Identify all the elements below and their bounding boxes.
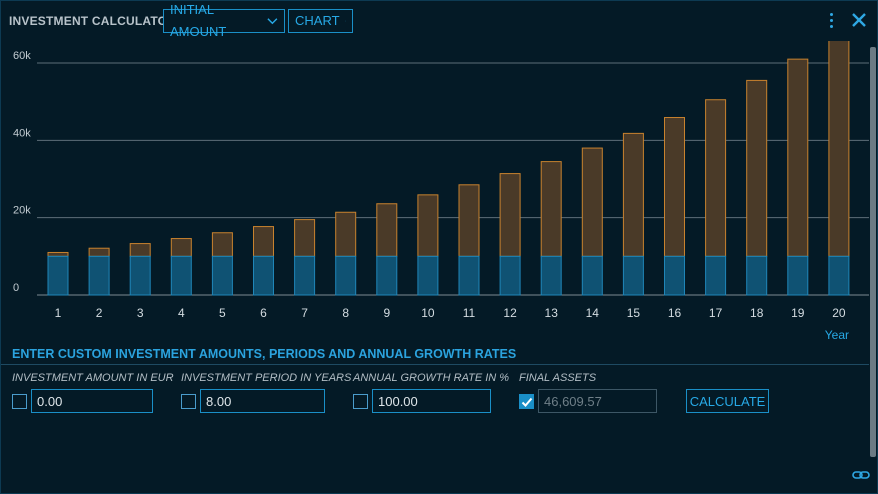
growth-bar: [581, 147, 603, 257]
growth-bar: [705, 99, 727, 257]
x-tick-label: 3: [137, 306, 144, 320]
growth-bar: [664, 117, 685, 257]
kebab-menu-icon[interactable]: [825, 11, 837, 31]
investment-period-checkbox[interactable]: [181, 394, 196, 409]
principal-bar: [211, 255, 233, 296]
y-tick-label: 60k: [13, 50, 31, 62]
view-dropdown-label: CHART: [295, 13, 340, 28]
view-dropdown[interactable]: CHART: [288, 9, 353, 33]
x-tick-label: 8: [342, 306, 349, 320]
growth-bar: [47, 251, 69, 257]
growth-bar: [622, 132, 644, 257]
final-assets-checkbox[interactable]: [519, 394, 534, 409]
x-tick-label: 18: [750, 306, 764, 320]
principal-bar: [47, 255, 69, 296]
x-tick-label: 11: [463, 306, 476, 320]
x-tick-label: 15: [627, 306, 641, 320]
link-icon[interactable]: [852, 469, 870, 481]
y-tick-label: 40k: [13, 127, 31, 139]
investment-amount-checkbox[interactable]: [12, 394, 27, 409]
x-tick-label: 6: [260, 306, 267, 320]
x-tick-label: 17: [709, 306, 723, 320]
window-title: INVESTMENT CALCULATOR: [9, 14, 177, 28]
investment-chart: 0 20k 40k 60k 1 2 3 4 5 6 7 8 9 10 11 12 13 14 15 16 17 18 19 2…: [1, 41, 869, 346]
checkmark-icon: [521, 397, 533, 407]
x-tick-label: 4: [178, 306, 185, 320]
final-assets-input[interactable]: [538, 389, 657, 413]
principal-bar: [499, 255, 521, 296]
x-tick-label: 12: [503, 306, 517, 320]
growth-bar: [828, 41, 850, 257]
growth-bar: [170, 238, 192, 257]
x-tick-label: 14: [586, 306, 600, 320]
growth-bar: [376, 203, 398, 257]
principal-bar: [88, 255, 110, 296]
growth-bar: [417, 194, 439, 257]
growth-rate-checkbox[interactable]: [353, 394, 368, 409]
principal-bar: [458, 255, 480, 296]
growth-bar: [253, 226, 274, 257]
principal-bar: [787, 255, 809, 296]
growth-bar: [88, 247, 110, 257]
growth-bar: [335, 211, 357, 257]
growth-rate-input[interactable]: [372, 389, 491, 413]
x-tick-label: 9: [383, 306, 390, 320]
final-assets-label: FINAL ASSETS: [519, 372, 597, 384]
y-tick-label: 0: [13, 282, 19, 294]
principal-bar: [294, 255, 316, 296]
x-tick-label: 7: [301, 306, 308, 320]
growth-bar: [540, 161, 562, 257]
x-tick-label: 2: [96, 306, 103, 320]
principal-bar: [170, 255, 192, 296]
mode-dropdown[interactable]: INITIAL AMOUNT: [163, 2, 285, 39]
investment-period-input[interactable]: [200, 389, 325, 413]
chevron-down-icon: [267, 18, 278, 25]
principal-bar: [417, 255, 439, 296]
principal-bar: [581, 255, 603, 296]
growth-bar: [458, 184, 480, 257]
chevron-down-icon: [344, 20, 346, 22]
y-tick-label: 20k: [13, 205, 31, 217]
growth-bar: [294, 219, 316, 257]
principal-bar: [705, 255, 727, 296]
growth-bar: [746, 79, 768, 257]
principal-bar: [253, 255, 274, 296]
section-title: ENTER CUSTOM INVESTMENT AMOUNTS, PERIODS…: [12, 347, 517, 361]
close-icon[interactable]: [850, 11, 868, 29]
investment-period-label: INVESTMENT PERIOD IN YEARS: [181, 372, 352, 384]
x-tick-label: 10: [421, 306, 435, 320]
principal-bar: [376, 255, 398, 296]
principal-bar: [622, 255, 644, 296]
investment-amount-input[interactable]: [31, 389, 153, 413]
x-tick-label: 16: [668, 306, 682, 320]
vertical-scrollbar[interactable]: [870, 47, 876, 457]
growth-bar: [211, 232, 233, 257]
x-tick-label: 5: [219, 306, 226, 320]
growth-rate-label: ANNUAL GROWTH RATE IN %: [353, 372, 510, 384]
x-axis-label: Year: [825, 328, 849, 342]
mode-dropdown-label: INITIAL AMOUNT: [170, 2, 227, 39]
principal-bar: [664, 255, 685, 296]
growth-bar: [787, 58, 809, 257]
growth-bar: [499, 173, 521, 257]
growth-bar: [129, 243, 151, 257]
calculate-button[interactable]: CALCULATE: [686, 389, 769, 413]
principal-bar: [540, 255, 562, 296]
principal-bar: [746, 255, 768, 296]
x-tick-label: 20: [832, 306, 846, 320]
principal-bar: [129, 255, 151, 296]
x-tick-label: 1: [55, 306, 62, 320]
x-tick-label: 19: [791, 306, 805, 320]
principal-bar: [335, 255, 357, 296]
section-divider: [1, 364, 869, 365]
x-tick-label: 13: [545, 306, 559, 320]
principal-bar: [828, 255, 850, 296]
investment-amount-label: INVESTMENT AMOUNT IN EUR: [12, 372, 174, 384]
